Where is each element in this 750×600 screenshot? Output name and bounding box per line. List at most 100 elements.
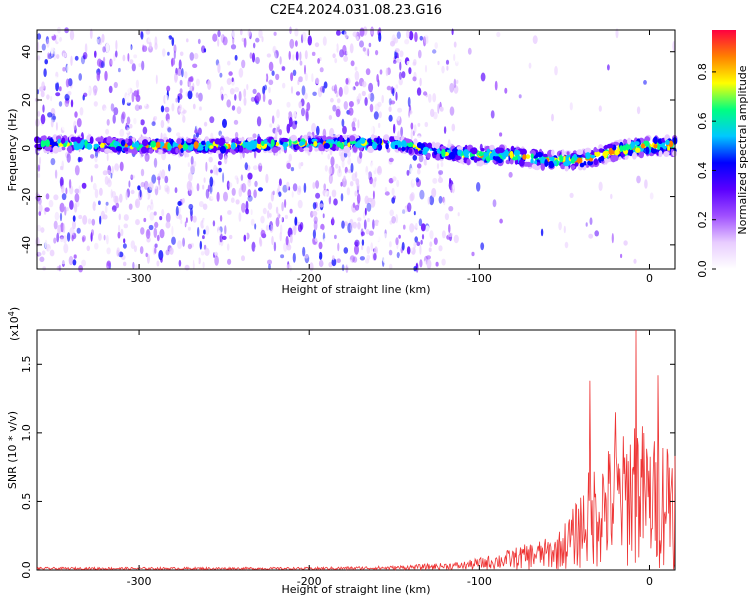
spectrogram-speckle: [418, 154, 424, 163]
snr-y-label: SNR (10 * v/v): [6, 411, 19, 489]
spectrogram-ridge-cell: [175, 147, 179, 154]
spectrogram-speckle: [389, 220, 393, 225]
spectrogram-ridge-cell: [418, 150, 423, 155]
spectrogram-ridge-cell: [167, 142, 171, 150]
spectrogram-speckle: [260, 215, 265, 224]
spectrogram-ridge-cell: [422, 150, 428, 155]
spectrogram-speckle: [69, 29, 75, 41]
spectrogram-speckle: [36, 33, 42, 40]
spectrogram-speckle: [309, 239, 313, 249]
spectrogram-speckle: [368, 230, 374, 236]
spectrogram-speckle: [227, 60, 231, 66]
spectrogram-speckle: [313, 72, 318, 79]
spectrogram-speckle: [235, 258, 240, 266]
spectrogram-speckle: [45, 193, 50, 200]
spectrogram-speckle: [129, 59, 134, 65]
spectrogram-speckle: [139, 189, 142, 198]
spectrogram-speckle: [154, 221, 159, 228]
spectrogram-speckle: [341, 264, 345, 272]
spectrogram-speckle: [401, 241, 405, 251]
spectrogram-speckle: [250, 37, 254, 44]
spectrogram-ridge-cell: [406, 138, 411, 144]
spectrogram-speckle: [306, 102, 311, 111]
spectrogram-ridge-cell: [614, 149, 620, 156]
spectrogram-speckle: [455, 55, 458, 64]
spectrogram-speckle: [134, 198, 141, 209]
spectrogram-speckle: [162, 48, 166, 57]
spectrogram-ridge-cell: [408, 148, 413, 155]
spectrogram-speckle: [184, 264, 190, 271]
spectrogram-ridge-cell: [224, 136, 230, 143]
spectrogram-speckle: [438, 245, 443, 252]
spectrogram-speckle: [314, 42, 320, 48]
spectrogram-speckle: [55, 122, 58, 131]
spectrogram-ridge-cell: [400, 140, 407, 148]
spectrogram-speckle: [435, 261, 439, 267]
spectrogram-speckle: [65, 151, 70, 158]
spectrogram-speckle: [38, 211, 42, 216]
spectrogram-x-ticks: -300 -200 -100 0: [127, 30, 653, 285]
spectrogram-x-tick-label: -300: [127, 272, 152, 285]
spectrogram-ridge-cell: [401, 146, 406, 152]
spectrogram-speckle: [73, 120, 77, 131]
spectrogram-speckle: [441, 120, 446, 125]
spectrogram-speckle: [127, 53, 130, 62]
spectrogram-speckle: [48, 199, 54, 208]
spectrogram-speckle: [377, 221, 381, 229]
spectrogram-speckle: [529, 125, 532, 131]
spectrogram-speckle: [438, 171, 442, 179]
spectrogram-speckle: [318, 68, 324, 75]
spectrogram-speckle: [166, 185, 170, 195]
spectrogram-speckle: [408, 67, 412, 75]
spectrogram-speckle: [443, 188, 447, 197]
spectrogram-speckle: [378, 111, 382, 119]
spectrogram-speckle: [49, 167, 53, 178]
spectrogram-speckle: [243, 97, 247, 106]
spectrogram-speckle: [398, 71, 402, 80]
spectrogram-speckle: [443, 126, 447, 134]
spectrogram-speckle: [442, 196, 445, 203]
spectrogram-speckle: [254, 246, 259, 254]
spectrogram-speckle: [65, 78, 70, 88]
spectrogram-speckle: [268, 99, 272, 106]
spectrogram-ridge-cell: [478, 151, 484, 157]
spectrogram-ridge-cell: [559, 154, 564, 163]
spectrogram-speckle: [441, 258, 446, 266]
spectrogram-speckle: [318, 259, 324, 268]
spectrogram-speckle: [397, 107, 403, 113]
spectrogram-speckle: [114, 221, 118, 226]
spectrogram-speckle: [220, 34, 225, 43]
spectrogram-speckle: [38, 156, 42, 164]
spectrogram-speckle: [123, 67, 128, 75]
spectrogram-speckle: [569, 102, 573, 111]
spectrogram-speckle: [438, 177, 443, 184]
spectrogram-speckle: [324, 165, 328, 172]
spectrogram-speckle: [396, 31, 401, 39]
spectrogram-speckle: [250, 187, 255, 193]
spectrogram-speckle: [119, 78, 124, 88]
spectrogram-speckle: [186, 180, 192, 191]
spectrogram-speckle: [302, 76, 306, 83]
spectrogram-speckle: [285, 113, 289, 118]
spectrogram-speckle: [167, 119, 170, 124]
spectrogram-ridge-cell: [313, 141, 318, 147]
spectrogram-speckle: [114, 163, 119, 172]
spectrogram-ridge-cell: [394, 144, 398, 150]
spectrogram-speckle: [140, 31, 144, 40]
spectrogram-speckle: [184, 78, 189, 87]
spectrogram-speckle: [354, 241, 359, 246]
spectrogram-speckle: [636, 106, 641, 115]
spectrogram-speckle: [331, 182, 337, 191]
spectrogram-ridge-cell: [413, 138, 418, 145]
spectrogram-ridge-cell: [343, 134, 348, 141]
spectrogram-speckle: [264, 84, 267, 91]
spectrogram-speckle: [354, 70, 360, 81]
spectrogram-speckle: [130, 174, 134, 180]
spectrogram-speckle: [292, 69, 297, 77]
spectrogram-speckle: [419, 259, 423, 268]
spectrogram-speckle: [244, 162, 248, 171]
spectrogram-speckle: [391, 78, 396, 89]
spectrogram-speckle: [238, 102, 241, 108]
spectrogram-speckle: [396, 114, 401, 121]
spectrogram-speckle: [59, 235, 65, 240]
